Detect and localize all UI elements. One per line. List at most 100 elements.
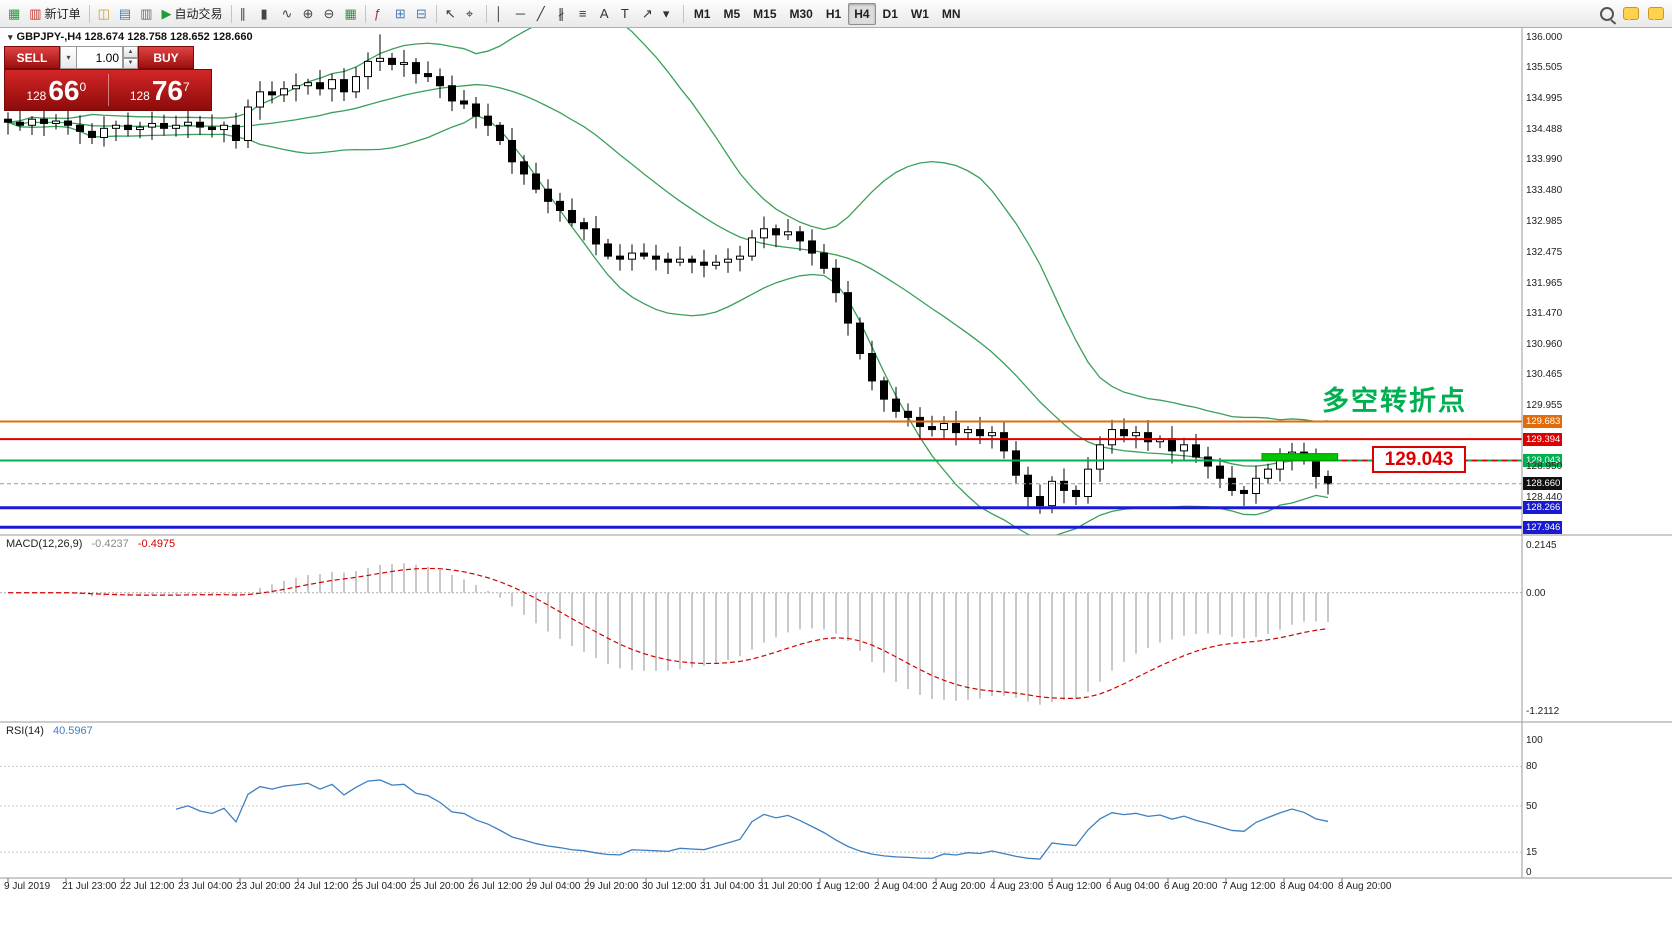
timeframe-m15-button-label: M15 [753, 6, 777, 21]
timeframe-m30-button-label: M30 [789, 6, 813, 21]
horizontal-levels[interactable] [0, 420, 1522, 529]
line-chart-icon-glyph: ∿ [281, 6, 293, 21]
turning-point-annotation: 多空转折点 [1322, 386, 1467, 416]
buy-price[interactable]: 128 76 7 [109, 70, 212, 110]
rsi-value: 40.5967 [52, 725, 93, 737]
autotrade-button-label: 自动交易 [174, 7, 223, 21]
search-icon[interactable] [1596, 3, 1618, 25]
symbol-ohlc-text: GBPJPY-,H4 128.674 128.758 128.652 128.6… [16, 31, 253, 43]
volume-down-button[interactable]: ▼ [123, 57, 138, 69]
line-chart-icon[interactable]: ∿ [278, 3, 298, 25]
cursor-icon[interactable]: ↖ [441, 3, 461, 25]
tile-windows-icon-glyph: ⊞ [394, 6, 406, 21]
one-click-trade-panel: SELL ▾ ▲ ▼ BUY 128 66 0 128 76 7 [4, 46, 212, 111]
price-callout-box[interactable]: 129.043 [1372, 446, 1466, 474]
text-icon-glyph: A [599, 6, 609, 21]
new-chart-icon[interactable]: ◫ [94, 3, 114, 25]
sell-price-prefix: 128 [26, 89, 47, 103]
trade-panel-prices: 128 66 0 128 76 7 [4, 69, 212, 111]
bar-chart-icon[interactable]: ∥ [236, 3, 256, 25]
toolbar: ▦ ▥ 新订单 ◫ ▤ ▥ ▶ 自动交易 ∥ ▮ ∿ ⊕ ⊖ ▦ ƒ ⊞ ⊟ ↖ ⌖ │ ─ ╱ ∦ ≡ A T ↗ ▾ M1 M5 M15… [0, 0, 1672, 28]
search-icon-glyph [1600, 6, 1614, 21]
timeframe-d1-button[interactable]: D1 [877, 3, 904, 25]
rsi-name: RSI(14) [6, 725, 44, 737]
sell-price[interactable]: 128 66 0 [5, 70, 108, 110]
candles[interactable] [4, 34, 1332, 514]
profiles-icon[interactable]: ▤ [115, 3, 135, 25]
indicators-icon[interactable]: ƒ [370, 3, 390, 25]
horizontal-line-icon[interactable]: ─ [512, 3, 532, 25]
rsi-line [175, 779, 1329, 860]
channel-icon-glyph: ∦ [557, 6, 565, 21]
green-zone-rect[interactable] [1261, 453, 1339, 461]
macd-name: MACD(12,26,9) [6, 538, 83, 550]
price-divider [107, 74, 109, 106]
timeframe-w1-button[interactable]: W1 [905, 3, 935, 25]
symbol-expand-icon[interactable]: ▾ [8, 31, 13, 42]
timeframe-mn-button[interactable]: MN [936, 3, 967, 25]
autotrade-button[interactable]: ▶ 自动交易 [158, 3, 227, 25]
arrows-icon[interactable]: ↗ [638, 3, 658, 25]
horizontal-line-icon-glyph: ─ [515, 6, 526, 21]
macd-plot [0, 563, 1522, 705]
objects-dropdown-icon-glyph: ▾ [662, 6, 670, 21]
new-chart-icon-glyph: ◫ [97, 6, 110, 21]
new-order-button[interactable]: ▥ 新订单 [25, 3, 84, 25]
buy-price-prefix: 128 [129, 89, 150, 103]
app-icon[interactable]: ▦ [4, 3, 24, 25]
timeframe-m1-button-label: M1 [693, 6, 711, 21]
text-icon[interactable]: A [596, 3, 616, 25]
zoom-out-icon-glyph: ⊖ [323, 6, 335, 21]
candlestick-chart-icon-glyph: ▮ [260, 6, 268, 21]
community-icon[interactable] [1644, 3, 1668, 25]
timeframe-m1-button[interactable]: M1 [688, 3, 717, 25]
volume-dropdown[interactable]: ▾ [60, 46, 77, 69]
timeframe-h4-button-label: H4 [854, 6, 870, 21]
timeframe-h1-button[interactable]: H1 [820, 3, 847, 25]
buy-price-big: 76 [151, 75, 183, 106]
timeframe-m30-button[interactable]: M30 [784, 3, 819, 25]
trade-panel-controls: SELL ▾ ▲ ▼ BUY [4, 46, 212, 69]
tile-windows-icon[interactable]: ⊞ [391, 3, 411, 25]
sell-price-sup: 0 [79, 80, 87, 94]
objects-dropdown-icon[interactable]: ▾ [659, 3, 679, 25]
timeframe-mn-button-label: MN [941, 6, 961, 21]
label-icon-glyph: T [620, 6, 629, 21]
zoom-in-icon[interactable]: ⊕ [299, 3, 319, 25]
app-icon-glyph: ▦ [8, 6, 21, 21]
zoom-out-icon[interactable]: ⊖ [320, 3, 340, 25]
label-icon[interactable]: T [617, 3, 637, 25]
middle-band [7, 83, 1329, 467]
buy-button[interactable]: BUY [138, 46, 194, 69]
cursor-icon-glyph: ↖ [444, 6, 456, 21]
terminal-icon-glyph: ▥ [140, 6, 153, 21]
chat-icon[interactable] [1619, 3, 1643, 25]
grid-icon[interactable]: ▦ [341, 3, 361, 25]
toolbar-separator [682, 4, 684, 23]
buy-price-sup: 7 [183, 80, 190, 94]
sell-button[interactable]: SELL [4, 46, 60, 69]
channel-icon[interactable]: ∦ [554, 3, 574, 25]
terminal-icon[interactable]: ▥ [136, 3, 156, 25]
community-icon-glyph [1648, 7, 1664, 21]
volume-input[interactable] [77, 46, 123, 69]
fibonacci-icon[interactable]: ≡ [575, 3, 595, 25]
macd-signal-line [7, 567, 1329, 699]
bar-chart-icon-glyph: ∥ [239, 6, 247, 21]
vertical-line-icon[interactable]: │ [491, 3, 511, 25]
pane-separators [0, 28, 1672, 883]
toolbar-separator [88, 4, 90, 23]
crosshair-icon[interactable]: ⌖ [462, 3, 482, 25]
cascade-windows-icon[interactable]: ⊟ [412, 3, 432, 25]
candlestick-chart-icon[interactable]: ▮ [257, 3, 277, 25]
timeframe-h4-button[interactable]: H4 [848, 2, 876, 25]
timeframe-h1-button-label: H1 [825, 6, 842, 21]
symbol-header[interactable]: ▾ GBPJPY-,H4 128.674 128.758 128.652 128… [8, 31, 253, 43]
profiles-icon-glyph: ▤ [118, 6, 132, 21]
volume-up-button[interactable]: ▲ [123, 46, 138, 58]
trendline-icon[interactable]: ╱ [533, 3, 553, 25]
sell-price-big: 66 [48, 75, 80, 106]
timeframe-m15-button[interactable]: M15 [747, 3, 782, 25]
timeframe-m5-button[interactable]: M5 [717, 3, 746, 25]
